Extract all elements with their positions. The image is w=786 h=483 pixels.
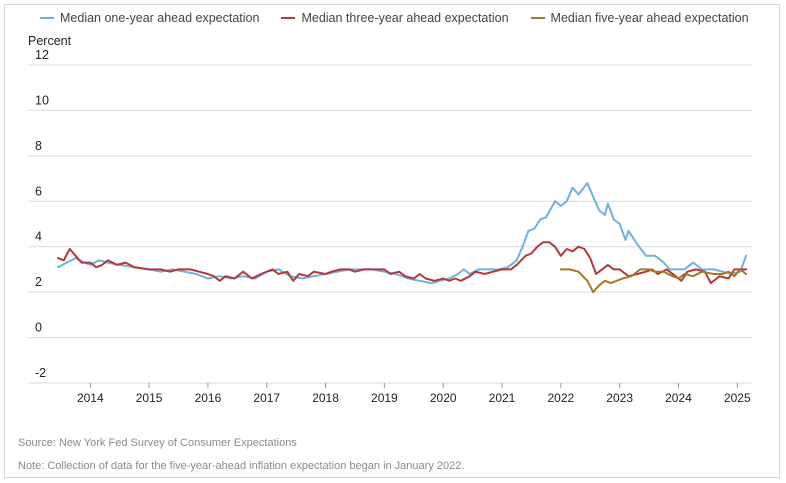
data-note: Note: Collection of data for the five-ye…	[18, 460, 465, 472]
x-tick-label: 2019	[371, 391, 398, 405]
x-tick-label: 2022	[547, 391, 574, 405]
x-tick-label: 2024	[665, 391, 692, 405]
y-tick-label: 4	[35, 230, 42, 244]
y-tick-label: 0	[35, 321, 42, 335]
legend-item-one-year: Median one-year ahead expectation	[40, 11, 259, 25]
x-tick-label: 2020	[430, 391, 457, 405]
legend-label-five-year: Median five-year ahead expectation	[550, 11, 749, 25]
chart-frame	[4, 4, 780, 478]
x-tick-label: 2018	[312, 391, 339, 405]
legend-swatch-three-year	[281, 17, 296, 19]
y-axis-title: Percent	[28, 34, 72, 48]
legend-item-five-year: Median five-year ahead expectation	[530, 11, 749, 25]
legend-swatch-one-year	[40, 17, 54, 19]
source-note: Source: New York Fed Survey of Consumer …	[18, 437, 297, 449]
x-tick-label: 2017	[253, 391, 280, 405]
x-tick-label: 2016	[195, 391, 222, 405]
y-tick-label: 10	[35, 93, 49, 107]
x-tick-label: 2021	[489, 391, 516, 405]
y-tick-label: 2	[35, 275, 42, 289]
y-tick-label: 12	[35, 48, 49, 62]
legend-label-three-year: Median three-year ahead expectation	[301, 11, 509, 25]
x-tick-label: 2015	[136, 391, 163, 405]
legend-item-three-year: Median three-year ahead expectation	[281, 11, 509, 25]
legend-label-one-year: Median one-year ahead expectation	[60, 11, 260, 25]
x-tick-label: 2023	[606, 391, 633, 405]
legend-swatch-five-year	[530, 17, 545, 19]
x-tick-label: 2014	[77, 391, 104, 405]
series-line-five-year	[559, 268, 748, 294]
y-tick-label: 8	[35, 139, 42, 153]
x-tick-label: 2025	[724, 391, 751, 405]
series-line-one-year	[56, 182, 748, 285]
legend: Median one-year ahead expectation Median…	[40, 11, 749, 25]
y-tick-label: -2	[35, 366, 46, 380]
y-tick-label: 6	[35, 184, 42, 198]
